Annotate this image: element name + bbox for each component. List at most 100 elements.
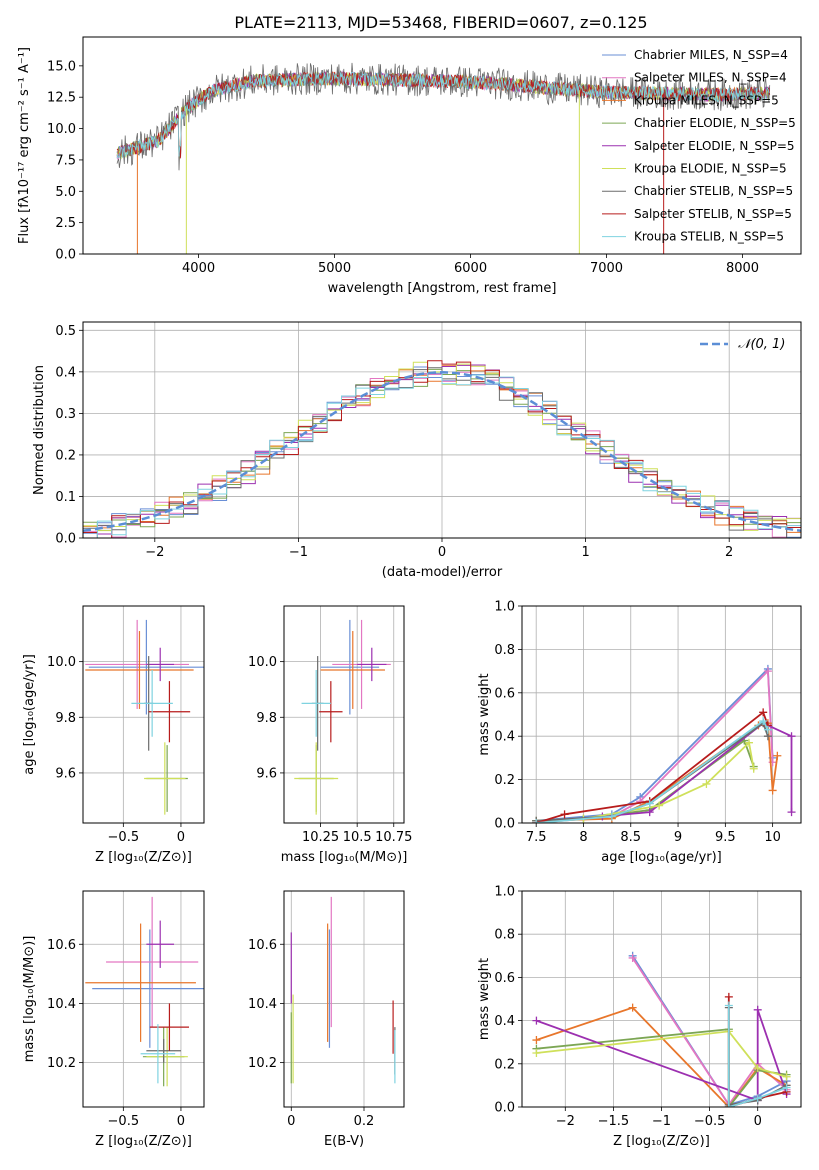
weight-marker-kroupa_stelib [532,819,541,823]
x-tick-label: −0.5 [694,1114,726,1129]
plot-area [85,619,204,815]
weight-marker-salpeter_elodie [787,808,796,817]
y-tick-label: 10.2 [248,1056,277,1071]
x-tick-label: −1 [652,1114,671,1129]
y-tick-label: 0.0 [55,532,76,547]
spectrum-line-chabrier_stelib [116,62,771,171]
x-tick-label: 10.75 [375,830,412,845]
x-axis-label: Z [log₁₀(Z/Z⊙)] [613,1134,710,1149]
weight-marker-kroupa_elodie [655,801,664,810]
x-tick-label: −1.5 [598,1114,630,1129]
y-tick-label: 9.6 [256,766,277,781]
y-tick-label: 10.4 [47,997,76,1012]
y-tick-label: 0.4 [494,1014,515,1029]
legend-label: Kroupa MILES, N_SSP=5 [634,93,779,107]
plot-area [294,619,391,815]
plot-frame [82,36,802,255]
x-axis-label: age [log₁₀(age/yr)] [601,850,722,865]
weight-line-kroupa_stelib [727,1005,787,1107]
legend-label: Chabrier ELODIE, N_SSP=5 [634,116,796,130]
weight-marker-salpeter_stelib [759,708,768,717]
weight-marker-kroupa_miles [773,751,782,760]
weight-marker-salpeter_miles [763,667,772,676]
x-tick-label: 10.5 [343,830,372,845]
y-axis-label: mass weight [477,673,492,755]
y-tick-label: 0.4 [55,365,76,380]
weight-marker-kroupa_miles [768,786,777,795]
y-tick-label: 10.0 [248,655,277,670]
weight-marker-kroupa_stelib [724,1001,733,1010]
panel-age-vs-z: −0.5 0 9.6 9.8 10.0 Z [log₁₀(Z/Z⊙)] age [log₁₀… [22,605,205,865]
plot-frame [82,321,802,539]
weight-marker-salpeter_elodie [532,1016,541,1025]
x-tick-label: 0 [438,545,446,560]
legend-label: Kroupa ELODIE, N_SSP=5 [634,162,787,176]
gaussian-curve [83,371,801,532]
panel-age-vs-mass: 10.25 10.5 10.75 9.6 9.8 10.0 mass [log₁₀(M/M⊙… [248,605,412,865]
plot-area [85,896,204,1087]
weight-marker-salpeter_miles [636,797,645,806]
legend-label: Kroupa STELIB, N_SSP=5 [634,230,784,244]
y-axis-label: mass [log₁₀(M/M⊙)] [22,936,37,1063]
weight-marker-kroupa_elodie [532,1049,541,1057]
weight-marker-kroupa_miles [628,1003,637,1012]
x-tick-label: 8 [579,830,587,845]
x-tick-label: 0 [754,1114,762,1129]
plot-frame [82,605,205,824]
y-tick-label: 5.0 [55,185,76,200]
y-tick-label: 10.6 [47,938,76,953]
weight-line-salpeter_elodie [536,1009,788,1102]
plot-frame [283,605,405,824]
y-tick-label: 0.8 [494,643,515,658]
x-tick-label: 5000 [318,261,351,276]
legend-label: Salpeter MILES, N_SSP=4 [634,71,787,85]
x-tick-label: 7.5 [526,830,547,845]
weight-marker-kroupa_elodie [749,764,758,773]
weight-marker-kroupa_stelib [782,1083,791,1092]
plot-frame [521,605,802,824]
y-tick-label: 15.0 [47,59,76,74]
x-tick-label: 6000 [454,261,487,276]
legend-label: Chabrier MILES, N_SSP=4 [634,48,788,62]
plot-area [532,951,791,1107]
y-tick-label: 1.0 [494,600,515,615]
x-tick-label: 8000 [726,261,759,276]
y-tick-label: 9.6 [55,766,76,781]
y-tick-label: 0.0 [494,817,515,832]
y-tick-label: 0.5 [55,324,76,339]
x-tick-label: −0.5 [108,1114,140,1129]
weight-marker-salpeter_elodie [645,808,654,817]
panel-residuals: −2 −1 0 1 2 0.0 0.1 0.2 0.3 0.4 0.5 (data-model)/er… [32,321,802,580]
y-tick-label: 0.2 [55,448,76,463]
weight-marker-kroupa_miles [532,1036,541,1045]
weight-marker-kroupa_stelib [759,717,768,726]
y-tick-label: 0.0 [55,248,76,263]
weight-marker-salpeter_miles [628,953,637,962]
legend-label: 𝒩(0, 1) [738,337,785,352]
plot-frame [521,890,802,1108]
x-axis-label: Z [log₁₀(Z/Z⊙)] [95,850,192,865]
y-tick-label: 0.6 [494,686,515,701]
y-tick-label: 9.8 [55,711,76,726]
x-tick-label: −1 [289,545,308,560]
x-tick-label: −0.5 [108,830,140,845]
histogram-salpeter_stelib [83,360,801,538]
plot-area [116,62,771,254]
x-axis-label: mass [log₁₀(M/M⊙)] [281,850,408,865]
weight-marker-kroupa_elodie [702,779,711,788]
y-tick-label: 9.8 [256,711,277,726]
weight-marker-kroupa_stelib [753,1094,762,1103]
y-tick-label: 10.2 [47,1056,76,1071]
x-tick-label: 4000 [182,261,215,276]
y-tick-label: 7.5 [55,153,76,168]
panel-mass-vs-z: −0.5 0 10.2 10.4 10.6 Z [log₁₀(Z/Z⊙)] mass [lo… [22,890,205,1149]
y-tick-label: 0.2 [494,1057,515,1072]
y-tick-label: 10.0 [47,655,76,670]
y-tick-label: 0.8 [494,928,515,943]
x-tick-label: 0 [177,830,185,845]
y-axis-label: age [log₁₀(age/yr)] [22,654,37,775]
weight-line-kroupa_elodie [536,1030,787,1078]
y-tick-label: 12.5 [47,91,76,106]
y-tick-label: 2.5 [55,216,76,231]
x-tick-label: −2 [556,1114,575,1129]
